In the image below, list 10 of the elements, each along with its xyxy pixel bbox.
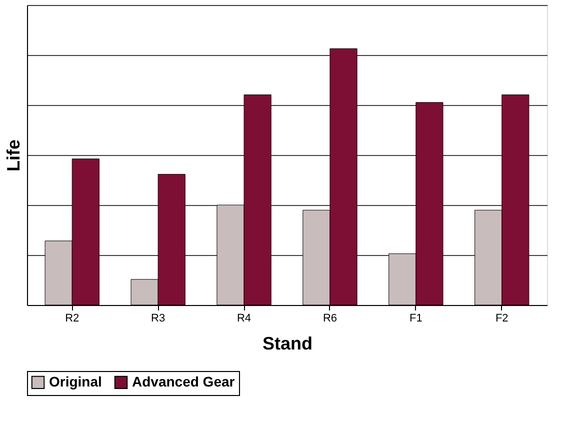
x-axis-title: Stand [262,334,313,354]
x-tick-label: R3 [151,312,166,324]
x-tick-label: F1 [410,312,422,324]
x-tick-label: F2 [495,312,508,324]
legend-label: Original [49,373,102,390]
x-tick-label: R2 [65,312,80,324]
y-axis-title: Life [4,139,24,172]
legend-label: Advanced Gear [132,373,236,390]
x-tick-label: R6 [322,312,338,324]
x-tick-label: R4 [236,312,252,324]
